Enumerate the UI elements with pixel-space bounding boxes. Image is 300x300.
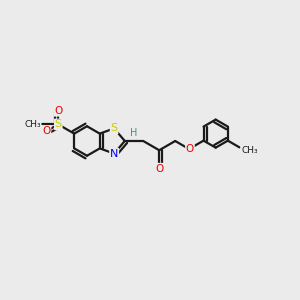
Text: H: H	[130, 128, 138, 138]
Text: S: S	[111, 123, 118, 134]
Text: CH₃: CH₃	[241, 146, 258, 155]
Text: O: O	[186, 144, 194, 154]
Text: CH₃: CH₃	[24, 120, 41, 129]
Text: S: S	[55, 119, 62, 129]
Text: O: O	[42, 126, 51, 136]
Text: O: O	[155, 164, 163, 174]
Text: O: O	[54, 106, 62, 116]
Text: N: N	[110, 148, 118, 159]
